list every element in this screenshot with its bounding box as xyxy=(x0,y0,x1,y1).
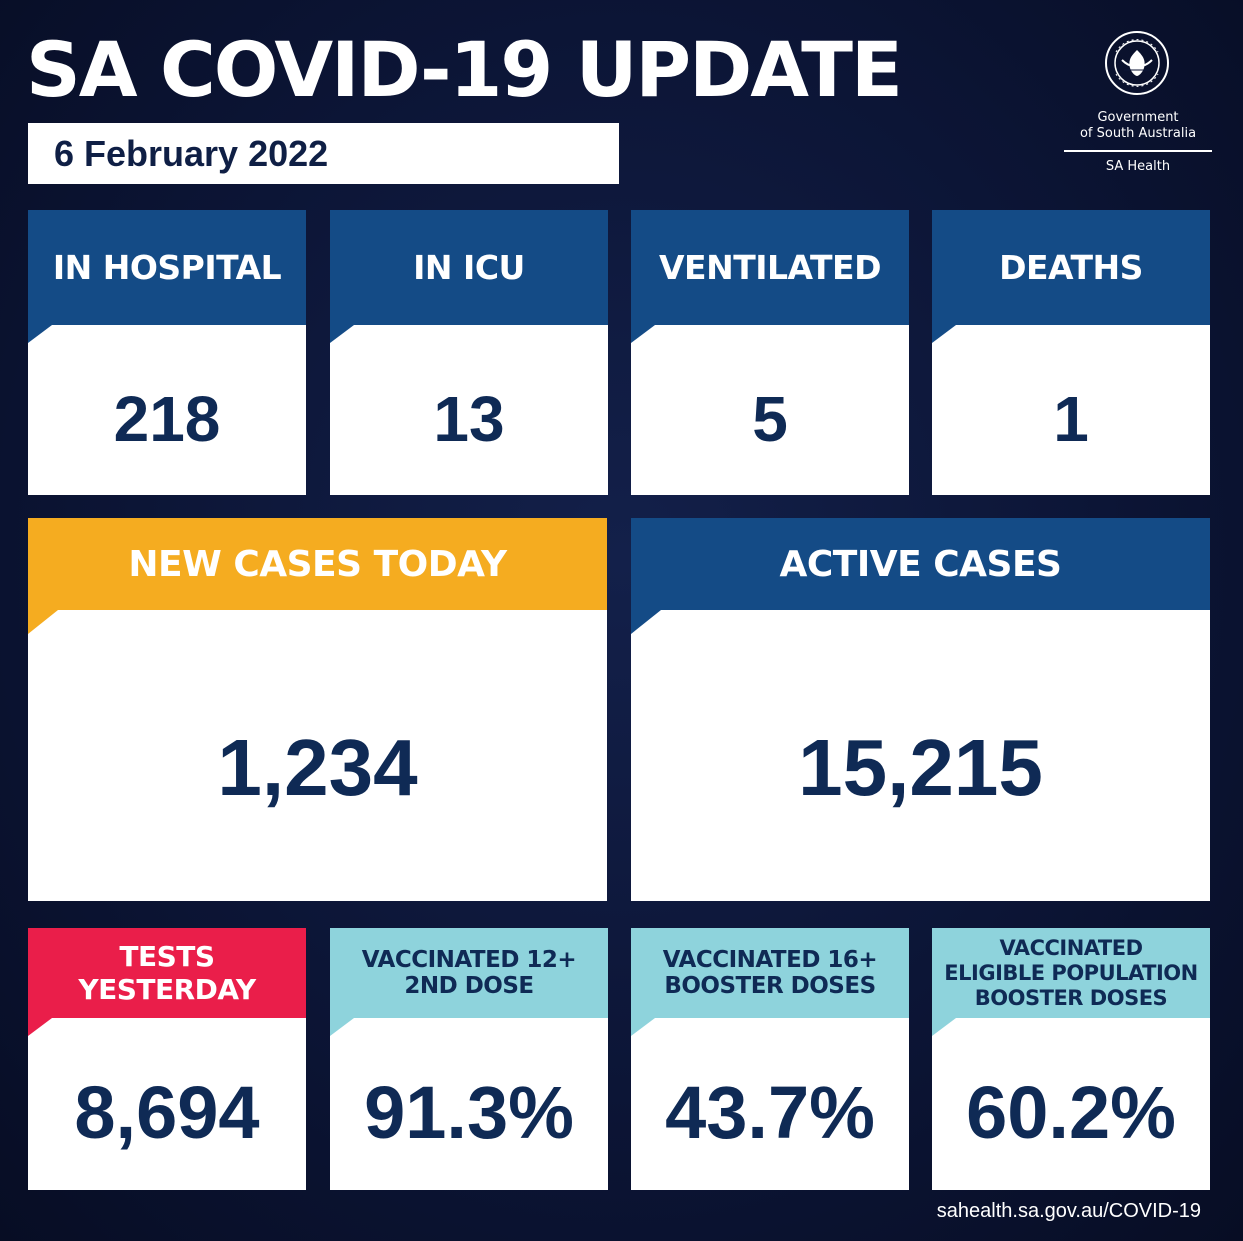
card-notch xyxy=(631,610,661,634)
active-cases-value: 15,215 xyxy=(798,723,1043,812)
card-notch xyxy=(28,325,52,343)
card-vaccinated-16: VACCINATED 16+ BOOSTER DOSES 43.7% xyxy=(631,928,909,1190)
gov-line-1: Government xyxy=(1097,110,1179,125)
card-deaths: DEATHS 1 xyxy=(932,210,1210,495)
in-icu-value: 13 xyxy=(433,383,505,455)
footer-url[interactable]: sahealth.sa.gov.au/COVID-19 xyxy=(936,1200,1201,1222)
ventilated-value: 5 xyxy=(752,383,788,455)
card-header: VACCINATED ELIGIBLE POPULATION BOOSTER D… xyxy=(932,928,1210,1018)
deaths-value: 1 xyxy=(1053,383,1089,455)
card-notch xyxy=(330,1018,354,1036)
card-header: VACCINATED 12+ 2ND DOSE xyxy=(330,928,608,1018)
header-line: 2ND DOSE xyxy=(404,973,534,999)
report-date: 6 February 2022 xyxy=(54,133,329,174)
header-line: VACCINATED xyxy=(999,935,1143,960)
card-notch xyxy=(28,1018,52,1036)
card-in-icu: IN ICU 13 xyxy=(330,210,608,495)
header-line: BOOSTER DOSES xyxy=(664,973,876,999)
government-logo: Government of South Australia SA Health xyxy=(1060,28,1216,178)
card-notch xyxy=(932,1018,956,1036)
tests-value: 8,694 xyxy=(74,1071,260,1154)
header-line: VACCINATED 12+ xyxy=(361,947,577,973)
card-header: DEATHS xyxy=(932,210,1210,325)
card-tests-yesterday: TESTS YESTERDAY 8,694 xyxy=(28,928,306,1190)
header-line: YESTERDAY xyxy=(78,973,256,1006)
header-line: VACCINATED 16+ xyxy=(662,947,878,973)
card-header: VACCINATED 16+ BOOSTER DOSES xyxy=(631,928,909,1018)
vaccinated-12-value: 91.3% xyxy=(364,1071,574,1154)
card-vaccinated-eligible: VACCINATED ELIGIBLE POPULATION BOOSTER D… xyxy=(932,928,1210,1190)
card-active-cases: ACTIVE CASES 15,215 xyxy=(631,518,1210,901)
header-line: TESTS xyxy=(119,940,215,973)
card-header: VENTILATED xyxy=(631,210,909,325)
card-new-cases: NEW CASES TODAY 1,234 xyxy=(28,518,607,901)
card-header: TESTS YESTERDAY xyxy=(28,928,306,1018)
gov-line-2: of South Australia xyxy=(1079,126,1197,141)
south-australia-seal-icon xyxy=(1105,31,1169,95)
vaccinated-16-value: 43.7% xyxy=(665,1071,875,1154)
card-header: IN HOSPITAL xyxy=(28,210,306,325)
in-hospital-value: 218 xyxy=(113,383,221,455)
card-notch xyxy=(631,1018,655,1036)
header-line: ELIGIBLE POPULATION xyxy=(944,960,1198,985)
card-notch xyxy=(631,325,655,343)
card-header: ACTIVE CASES xyxy=(631,518,1210,610)
card-notch xyxy=(28,610,58,634)
card-notch xyxy=(932,325,956,343)
date-box: 6 February 2022 xyxy=(28,123,619,184)
card-ventilated: VENTILATED 5 xyxy=(631,210,909,495)
card-header: NEW CASES TODAY xyxy=(28,518,607,610)
department-name: SA Health xyxy=(1105,159,1171,174)
vaccinated-eligible-value: 60.2% xyxy=(966,1071,1176,1154)
card-notch xyxy=(330,325,354,343)
logo-divider xyxy=(1064,150,1212,152)
header-line: BOOSTER DOSES xyxy=(974,985,1168,1010)
card-vaccinated-12: VACCINATED 12+ 2ND DOSE 91.3% xyxy=(330,928,608,1190)
card-header: IN ICU xyxy=(330,210,608,325)
page-title: SA COVID-19 UPDATE xyxy=(26,25,903,114)
card-in-hospital: IN HOSPITAL 218 xyxy=(28,210,306,495)
new-cases-value: 1,234 xyxy=(217,723,418,812)
